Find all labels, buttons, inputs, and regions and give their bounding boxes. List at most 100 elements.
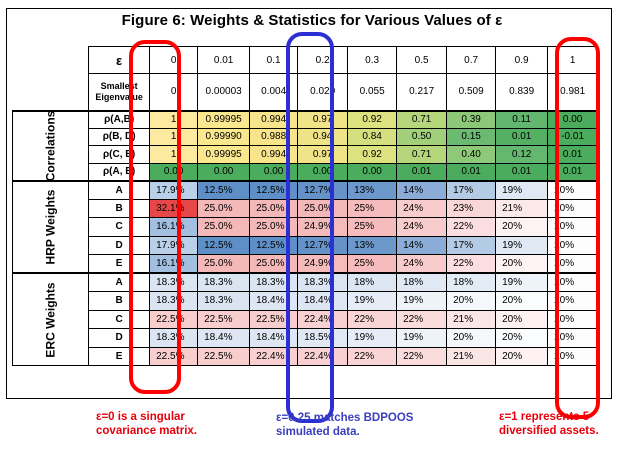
- eigenvalue-cell: 0.00003: [197, 73, 251, 111]
- hrp-row: D 17.9% 12.5% 12.5% 12.7% 13% 14% 17% 19% 20%: [13, 235, 599, 255]
- erc-cell: 19%: [347, 328, 398, 348]
- correlations-cell: 1: [149, 109, 199, 129]
- eigenvalue-cell: 0.020: [297, 73, 349, 111]
- erc-cell: 18.4%: [249, 291, 299, 311]
- weights-table: ε 0 0.01 0.1 0.2 0.3 0.5 0.7 0.9 1 Smallest Eigenva…: [11, 46, 599, 366]
- erc-cell: 18%: [396, 272, 448, 292]
- hrp-cell: 20%: [495, 217, 549, 237]
- correlations-cell: 0.39: [446, 109, 497, 129]
- erc-cell: 20%: [446, 328, 497, 348]
- eigenvalue-cell: 0.839: [495, 73, 549, 111]
- correlations-cell: 1: [149, 145, 199, 164]
- erc-cell: 18.4%: [249, 328, 299, 348]
- correlations-cell: 0.01: [446, 162, 497, 181]
- erc-cell: 20%: [446, 291, 497, 311]
- correlations-cell: 0.92: [347, 145, 398, 164]
- hrp-cell: 12.7%: [297, 179, 349, 200]
- note-diversified-line2: diversified assets.: [499, 425, 599, 437]
- correlations-cell: 0.12: [495, 145, 549, 164]
- hrp-row: B 32.1% 25.0% 25.0% 25.0% 25% 24% 23% 21% 20%: [13, 198, 599, 218]
- hrp-cell: 20%: [547, 235, 599, 255]
- erc-cell: 22%: [347, 309, 398, 329]
- epsilon-value: 0.01: [197, 46, 251, 74]
- erc-cell: 18%: [446, 272, 497, 292]
- note-bdpoos: ε=0.25 matches BDPOOS simulated data.: [276, 411, 413, 439]
- eigenvalue-cell: 0.509: [446, 73, 497, 111]
- erc-cell: 19%: [396, 328, 448, 348]
- correlations-cell: 0.00: [197, 162, 251, 181]
- erc-cell: 22.5%: [197, 309, 251, 329]
- note-diversified: ε=1 represents 5 diversified assets.: [499, 410, 599, 438]
- correlations-cell: 0.994: [249, 109, 299, 129]
- correlations-cell: 0.00: [347, 162, 398, 181]
- hrp-cell: 20%: [547, 179, 599, 200]
- correlations-cell: 0.01: [495, 127, 549, 146]
- epsilon-value: 0.5: [396, 46, 448, 74]
- correlations-cell: 0.01: [495, 162, 549, 181]
- eigenvalue-cell: 0.055: [347, 73, 398, 111]
- erc-cell: 20%: [547, 291, 599, 311]
- erc-cell: 22.5%: [197, 346, 251, 366]
- correlations-cell: 0.84: [347, 127, 398, 146]
- hrp-row: C 16.1% 25.0% 25.0% 24.9% 25% 24% 22% 20% 20%: [13, 217, 599, 237]
- hrp-group-label: HRP Weights: [11, 179, 90, 274]
- correlations-cell: 0.01: [396, 162, 448, 181]
- eigenvalue-label-line2: Eigenvalue: [95, 91, 143, 102]
- hrp-cell: 24%: [396, 217, 448, 237]
- erc-cell: 21%: [446, 346, 497, 366]
- erc-cell: 18.3%: [149, 291, 199, 311]
- erc-cell: 18%: [347, 272, 398, 292]
- hrp-cell: 12.7%: [297, 235, 349, 255]
- erc-cell: 20%: [547, 346, 599, 366]
- hrp-cell: 17%: [446, 235, 497, 255]
- hrp-cell: 24.9%: [297, 217, 349, 237]
- erc-cell: 20%: [495, 328, 549, 348]
- epsilon-value: 0.9: [495, 46, 549, 74]
- erc-cell: 20%: [495, 309, 549, 329]
- note-diversified-line1: =1 represents 5: [504, 411, 590, 423]
- correlations-cell: 0.11: [495, 109, 549, 129]
- epsilon-symbol: ε: [96, 411, 102, 423]
- epsilon-value: 0.7: [446, 46, 497, 74]
- epsilon-symbol: ε: [499, 411, 505, 423]
- erc-row: E 22.5% 22.5% 22.4% 22.4% 22% 22% 21% 20% 20%: [13, 346, 599, 366]
- erc-cell: 22.5%: [249, 309, 299, 329]
- hrp-cell: 25.0%: [249, 198, 299, 218]
- erc-cell: 19%: [347, 291, 398, 311]
- note-bdpoos-line2: simulated data.: [276, 426, 360, 438]
- note-singular-line2: covariance matrix.: [96, 425, 198, 437]
- correlations-cell: 0.97: [297, 109, 349, 129]
- eigenvalue-label-line1: Smallest: [100, 80, 138, 91]
- correlations-cell: 0.99995: [197, 145, 251, 164]
- correlations-cell: 0.01: [547, 145, 599, 164]
- note-singular-line1: =0 is a singular: [101, 411, 185, 423]
- erc-cell: 18.4%: [197, 328, 251, 348]
- hrp-cell: 22%: [446, 217, 497, 237]
- erc-cell: 20%: [547, 328, 599, 348]
- correlations-cell: 0.71: [396, 145, 448, 164]
- erc-cell: 18.3%: [149, 272, 199, 292]
- correlations-group-label: Correlations: [11, 109, 90, 181]
- hrp-cell: 12.5%: [249, 235, 299, 255]
- hrp-cell: 25.0%: [197, 198, 251, 218]
- erc-row: B 18.3% 18.3% 18.4% 18.4% 19% 19% 20% 20% 20%: [13, 291, 599, 311]
- erc-cell: 18.3%: [149, 328, 199, 348]
- correlations-cell: 0.15: [446, 127, 497, 146]
- hrp-cell: 17.9%: [149, 235, 199, 255]
- correlations-cell: 0.99995: [197, 109, 251, 129]
- erc-cell: 18.4%: [297, 291, 349, 311]
- hrp-cell: 25%: [347, 198, 398, 218]
- correlations-cell: 0.71: [396, 109, 448, 129]
- figure-frame: [6, 8, 612, 399]
- hrp-cell: 24%: [396, 254, 448, 274]
- erc-cell: 19%: [495, 272, 549, 292]
- hrp-cell: 32.1%: [149, 198, 199, 218]
- correlations-cell: -0.01: [547, 127, 599, 146]
- erc-cell: 22.5%: [149, 346, 199, 366]
- hrp-cell: 25.0%: [197, 217, 251, 237]
- hrp-cell: 23%: [446, 198, 497, 218]
- epsilon-symbol: ε: [276, 412, 282, 424]
- eigenvalue-cell: 0.217: [396, 73, 448, 111]
- erc-cell: 22.4%: [249, 346, 299, 366]
- erc-cell: 22%: [347, 346, 398, 366]
